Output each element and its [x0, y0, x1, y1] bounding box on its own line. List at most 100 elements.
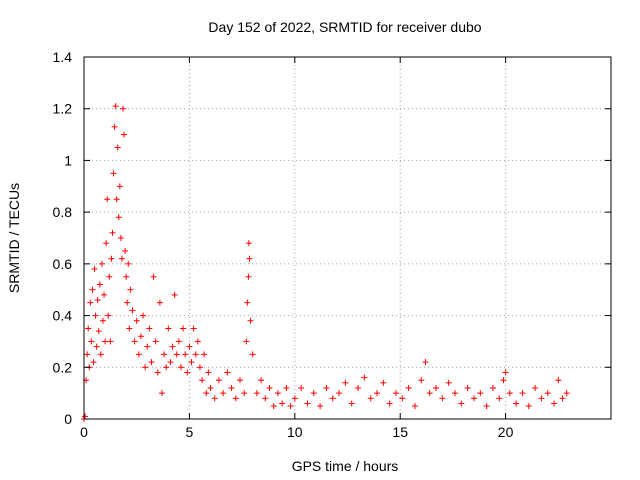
data-point [161, 351, 168, 358]
y-tick-label: 0.4 [53, 308, 73, 324]
data-point [135, 351, 142, 358]
data-point [118, 255, 125, 262]
data-point [137, 333, 144, 340]
data-point [102, 338, 109, 345]
data-point [94, 297, 101, 304]
data-point [310, 390, 317, 397]
data-point [88, 338, 95, 345]
data-point [173, 351, 180, 358]
y-axis-label: SRMTID / TECUs [6, 183, 22, 293]
data-point [422, 359, 429, 366]
data-point [103, 240, 110, 247]
data-point [245, 240, 252, 247]
data-point [224, 369, 231, 376]
data-point [186, 343, 193, 350]
data-point [348, 400, 355, 407]
data-point [106, 273, 113, 280]
y-tick-label: 1.4 [53, 49, 73, 65]
data-point [513, 400, 520, 407]
data-point [500, 377, 507, 384]
data-point [241, 390, 248, 397]
data-point [287, 403, 294, 410]
data-point [91, 266, 98, 273]
x-tick-label: 10 [287, 424, 303, 440]
data-point [525, 403, 532, 410]
data-points [81, 103, 570, 422]
data-point [203, 390, 210, 397]
data-point [96, 281, 103, 288]
x-tick-labels: 0 5 10 15 20 [80, 424, 513, 440]
data-point [142, 364, 149, 371]
data-point [445, 379, 452, 386]
data-point [148, 359, 155, 366]
data-point [115, 214, 122, 221]
data-point [211, 395, 218, 402]
data-point [496, 395, 503, 402]
data-point [220, 390, 227, 397]
chart-title: Day 152 of 2022, SRMTID for receiver dub… [208, 19, 481, 35]
data-point [188, 359, 195, 366]
data-point [133, 317, 140, 324]
y-tick-labels: 0 0.2 0.4 0.6 0.8 1 1.2 1.4 [53, 49, 73, 427]
y-tick-label: 0.6 [53, 256, 73, 272]
data-point [304, 400, 311, 407]
axis-ticks [83, 56, 611, 420]
data-point [426, 390, 433, 397]
data-point [97, 351, 104, 358]
data-point [140, 312, 147, 319]
data-point [342, 379, 349, 386]
data-point [298, 384, 305, 391]
data-point [399, 395, 406, 402]
data-point [84, 351, 91, 358]
data-point [374, 390, 381, 397]
data-point [113, 196, 120, 203]
data-point [87, 299, 94, 306]
data-point [247, 317, 254, 324]
data-point [489, 384, 496, 391]
data-point [196, 364, 203, 371]
data-point [274, 390, 281, 397]
data-point [114, 144, 121, 151]
data-point [559, 395, 566, 402]
data-point [167, 359, 174, 366]
y-tick-label: 1 [64, 152, 72, 168]
gridlines [84, 57, 611, 419]
data-point [291, 395, 298, 402]
data-point [258, 377, 265, 384]
data-point [253, 390, 260, 397]
data-point [171, 291, 178, 298]
data-point [555, 377, 562, 384]
data-point [470, 395, 477, 402]
data-point [246, 255, 253, 262]
data-point [355, 384, 362, 391]
data-point [144, 343, 151, 350]
data-point [544, 390, 551, 397]
data-point [323, 384, 330, 391]
data-point [101, 291, 108, 298]
data-point [146, 325, 153, 332]
data-point [105, 312, 112, 319]
data-point [121, 131, 128, 138]
data-point [483, 403, 490, 410]
data-point [104, 196, 111, 203]
x-tick-label: 5 [186, 424, 194, 440]
data-point [317, 403, 324, 410]
data-point [283, 384, 290, 391]
data-point [439, 395, 446, 402]
data-point [405, 384, 412, 391]
data-point [418, 377, 425, 384]
data-point [110, 170, 117, 177]
data-point [199, 377, 206, 384]
data-point [126, 325, 133, 332]
data-point [361, 374, 368, 381]
data-point [538, 395, 545, 402]
x-tick-label: 0 [80, 424, 88, 440]
y-tick-label: 0.2 [53, 359, 73, 375]
data-point [158, 390, 165, 397]
data-point [367, 395, 374, 402]
data-point [93, 343, 100, 350]
data-point [177, 364, 184, 371]
data-point [464, 384, 471, 391]
data-point [82, 413, 89, 420]
data-point [98, 260, 105, 267]
